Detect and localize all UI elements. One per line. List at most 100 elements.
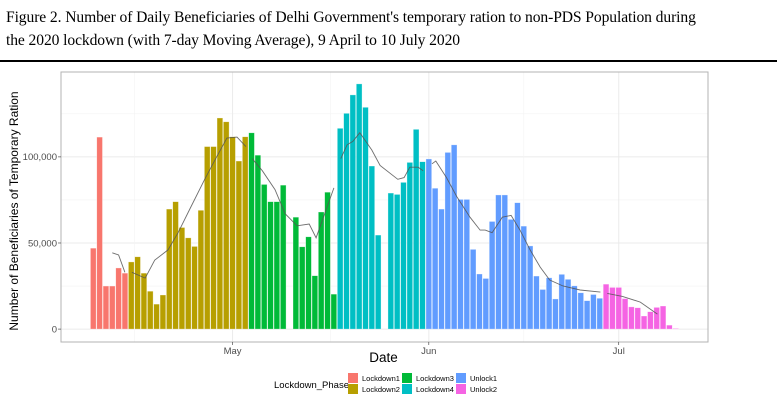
legend-swatch-lockdown1	[348, 373, 358, 383]
bar-unlock1	[431, 187, 439, 330]
bar-lockdown1	[102, 285, 110, 330]
bar-unlock1	[476, 273, 483, 330]
legend-swatch-unlock2	[456, 384, 466, 394]
bar-lockdown4	[337, 128, 344, 330]
bar-unlock1	[596, 297, 603, 330]
bar-lockdown2	[210, 146, 217, 330]
bar-lockdown2	[216, 117, 224, 330]
bar-lockdown3	[330, 293, 338, 330]
bar-unlock1	[539, 289, 546, 330]
x-axis-ticks: May Jun Jul	[224, 342, 625, 357]
bar-lockdown1	[115, 267, 122, 330]
moving-average-line-lockdown4	[340, 132, 424, 180]
bar-unlock1	[425, 158, 432, 330]
bar-lockdown3	[273, 201, 281, 330]
bar-lockdown4	[368, 165, 376, 330]
bar-unlock1	[507, 219, 515, 330]
y-axis-label: Number of Beneficiaries of Temporary Rat…	[7, 91, 21, 330]
bar-unlock1	[564, 279, 572, 330]
bar-lockdown4	[356, 83, 363, 330]
legend: Lockdown_Phase Lockdown1 Lockdown2 Lockdow…	[274, 373, 497, 394]
bar-unlock2	[653, 307, 660, 330]
bar-unlock1	[514, 202, 521, 330]
bar-lockdown3	[267, 201, 274, 330]
bar-unlock1	[469, 249, 477, 330]
caption-line-1: Figure 2. Number of Daily Beneficiaries …	[6, 9, 696, 26]
plot-panel-border	[60, 71, 709, 343]
bar-lockdown4	[419, 161, 426, 330]
bar-lockdown2	[191, 246, 198, 330]
bar-unlock1	[495, 194, 502, 330]
legend-label-lockdown1: Lockdown1	[362, 374, 400, 383]
bar-lockdown3	[324, 191, 331, 330]
moving-average-lines	[112, 132, 658, 315]
legend-label-lockdown4: Lockdown4	[416, 385, 454, 394]
bar-lockdown2	[134, 256, 141, 330]
bar-unlock2	[666, 324, 673, 330]
bar-unlock1	[444, 152, 451, 330]
legend-label-lockdown2: Lockdown2	[362, 385, 400, 394]
bar-lockdown3	[318, 211, 325, 330]
bar-unlock1	[590, 294, 597, 330]
bars	[90, 83, 679, 330]
bar-lockdown1	[109, 285, 116, 330]
legend-label-unlock2: Unlock2	[470, 385, 497, 394]
caption-line-2: the 2020 lockdown (with 7-day Moving Ave…	[6, 32, 460, 49]
bar-lockdown4	[362, 106, 369, 330]
bar-lockdown2	[223, 121, 230, 330]
bar-lockdown2	[178, 227, 186, 330]
bar-lockdown3	[280, 184, 287, 330]
y-tick-label: 50,000	[28, 238, 57, 249]
bar-unlock2	[672, 328, 679, 330]
legend-swatch-lockdown2	[348, 384, 358, 394]
legend-swatch-lockdown3	[402, 373, 412, 383]
bar-unlock1	[520, 225, 527, 330]
bar-unlock2	[615, 287, 622, 330]
bar-lockdown4	[406, 162, 413, 330]
bar-lockdown3	[292, 216, 300, 330]
bar-unlock2	[628, 306, 635, 330]
bar-lockdown2	[229, 136, 236, 330]
bar-unlock1	[438, 208, 445, 330]
bar-lockdown2	[166, 208, 173, 330]
moving-average-line-unlock2	[607, 292, 658, 315]
moving-average-line-lockdown3	[251, 158, 335, 239]
bar-unlock1	[552, 298, 559, 330]
y-axis-ticks: 0 50,000 100,000	[23, 152, 61, 335]
bar-lockdown2	[128, 261, 135, 330]
bar-unlock2	[640, 315, 648, 330]
bar-lockdown2	[172, 201, 179, 330]
bar-unlock2	[609, 287, 616, 330]
bar-unlock1	[558, 274, 565, 330]
bar-lockdown2	[147, 290, 154, 330]
bar-lockdown1	[90, 247, 97, 330]
legend-title: Lockdown_Phase	[274, 380, 349, 391]
bar-unlock1	[526, 245, 534, 330]
bar-lockdown4	[375, 234, 382, 330]
moving-average-line-lockdown1	[112, 252, 126, 273]
bar-lockdown3	[311, 275, 319, 330]
bar-unlock2	[621, 298, 629, 330]
bar-lockdown2	[153, 303, 160, 330]
bar-lockdown4	[387, 192, 394, 330]
bar-lockdown3	[305, 236, 312, 330]
bar-lockdown2	[197, 209, 205, 330]
bar-lockdown2	[235, 160, 243, 330]
bar-unlock1	[450, 144, 458, 330]
bar-unlock1	[463, 199, 470, 330]
legend-swatch-unlock1	[456, 373, 466, 383]
bar-unlock1	[545, 277, 553, 330]
bar-unlock1	[577, 292, 584, 330]
moving-average-line-lockdown2	[131, 136, 247, 279]
bar-lockdown1	[96, 136, 103, 330]
bar-lockdown4	[343, 113, 350, 330]
bar-lockdown2	[185, 237, 192, 330]
bar-lockdown3	[248, 132, 255, 330]
bar-lockdown4	[400, 182, 407, 330]
bar-lockdown2	[204, 146, 211, 330]
bar-lockdown2	[159, 294, 167, 330]
bar-unlock1	[571, 285, 578, 330]
y-tick-label: 0	[52, 324, 57, 335]
bar-lockdown1	[121, 272, 129, 330]
